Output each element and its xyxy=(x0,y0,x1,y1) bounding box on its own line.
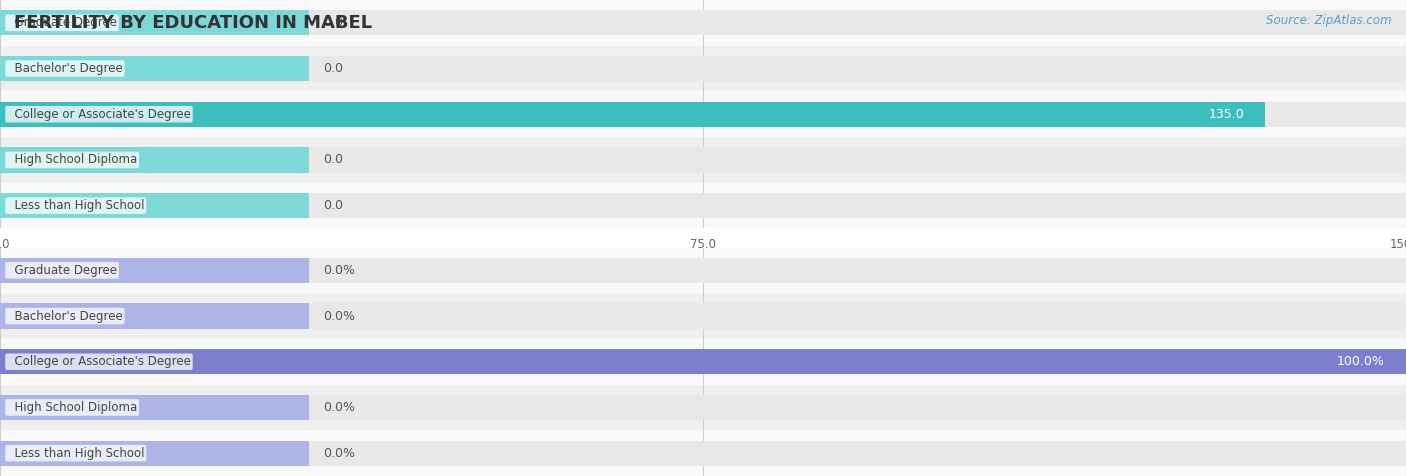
Bar xyxy=(0,10,309,35)
Bar xyxy=(0,248,1406,293)
Text: High School Diploma: High School Diploma xyxy=(7,401,138,414)
Bar xyxy=(0,102,1265,127)
Bar xyxy=(0,137,1406,183)
Bar xyxy=(0,102,1406,127)
Text: Bachelor's Degree: Bachelor's Degree xyxy=(7,309,122,323)
Text: 0.0: 0.0 xyxy=(323,16,343,30)
Text: 0.0: 0.0 xyxy=(323,199,343,212)
Bar xyxy=(0,148,1406,172)
Bar xyxy=(0,193,1406,218)
Bar xyxy=(0,258,1406,283)
Text: 100.0%: 100.0% xyxy=(1337,355,1385,368)
Text: Graduate Degree: Graduate Degree xyxy=(7,16,117,30)
Bar xyxy=(0,293,1406,339)
Text: 0.0%: 0.0% xyxy=(323,264,356,277)
Bar xyxy=(0,56,309,81)
Bar xyxy=(0,10,1406,35)
Text: 135.0: 135.0 xyxy=(1209,108,1244,121)
Bar xyxy=(0,183,1406,228)
Text: 0.0%: 0.0% xyxy=(323,446,356,460)
Text: High School Diploma: High School Diploma xyxy=(7,153,138,167)
Text: 0.0: 0.0 xyxy=(323,153,343,167)
Bar xyxy=(0,56,1406,81)
Bar xyxy=(0,395,1406,420)
Bar xyxy=(0,395,309,420)
Text: Bachelor's Degree: Bachelor's Degree xyxy=(7,62,122,75)
Text: College or Associate's Degree: College or Associate's Degree xyxy=(7,355,191,368)
Bar xyxy=(0,0,1406,46)
Text: Graduate Degree: Graduate Degree xyxy=(7,264,117,277)
Bar xyxy=(0,441,1406,466)
Bar xyxy=(0,193,309,218)
Bar xyxy=(0,91,1406,137)
Bar xyxy=(0,349,1406,374)
Bar xyxy=(0,430,1406,476)
Bar xyxy=(0,441,309,466)
Text: Less than High School: Less than High School xyxy=(7,446,145,460)
Text: FERTILITY BY EDUCATION IN MABEL: FERTILITY BY EDUCATION IN MABEL xyxy=(14,14,373,32)
Text: College or Associate's Degree: College or Associate's Degree xyxy=(7,108,191,121)
Bar xyxy=(0,148,309,172)
Bar xyxy=(0,46,1406,91)
Text: 0.0%: 0.0% xyxy=(323,309,356,323)
Bar xyxy=(0,258,309,283)
Text: Less than High School: Less than High School xyxy=(7,199,145,212)
Bar xyxy=(0,339,1406,385)
Bar xyxy=(0,385,1406,430)
Text: 0.0: 0.0 xyxy=(323,62,343,75)
Bar xyxy=(0,304,1406,328)
Text: 0.0%: 0.0% xyxy=(323,401,356,414)
Bar xyxy=(0,304,309,328)
Text: Source: ZipAtlas.com: Source: ZipAtlas.com xyxy=(1267,14,1392,27)
Bar xyxy=(0,349,1406,374)
